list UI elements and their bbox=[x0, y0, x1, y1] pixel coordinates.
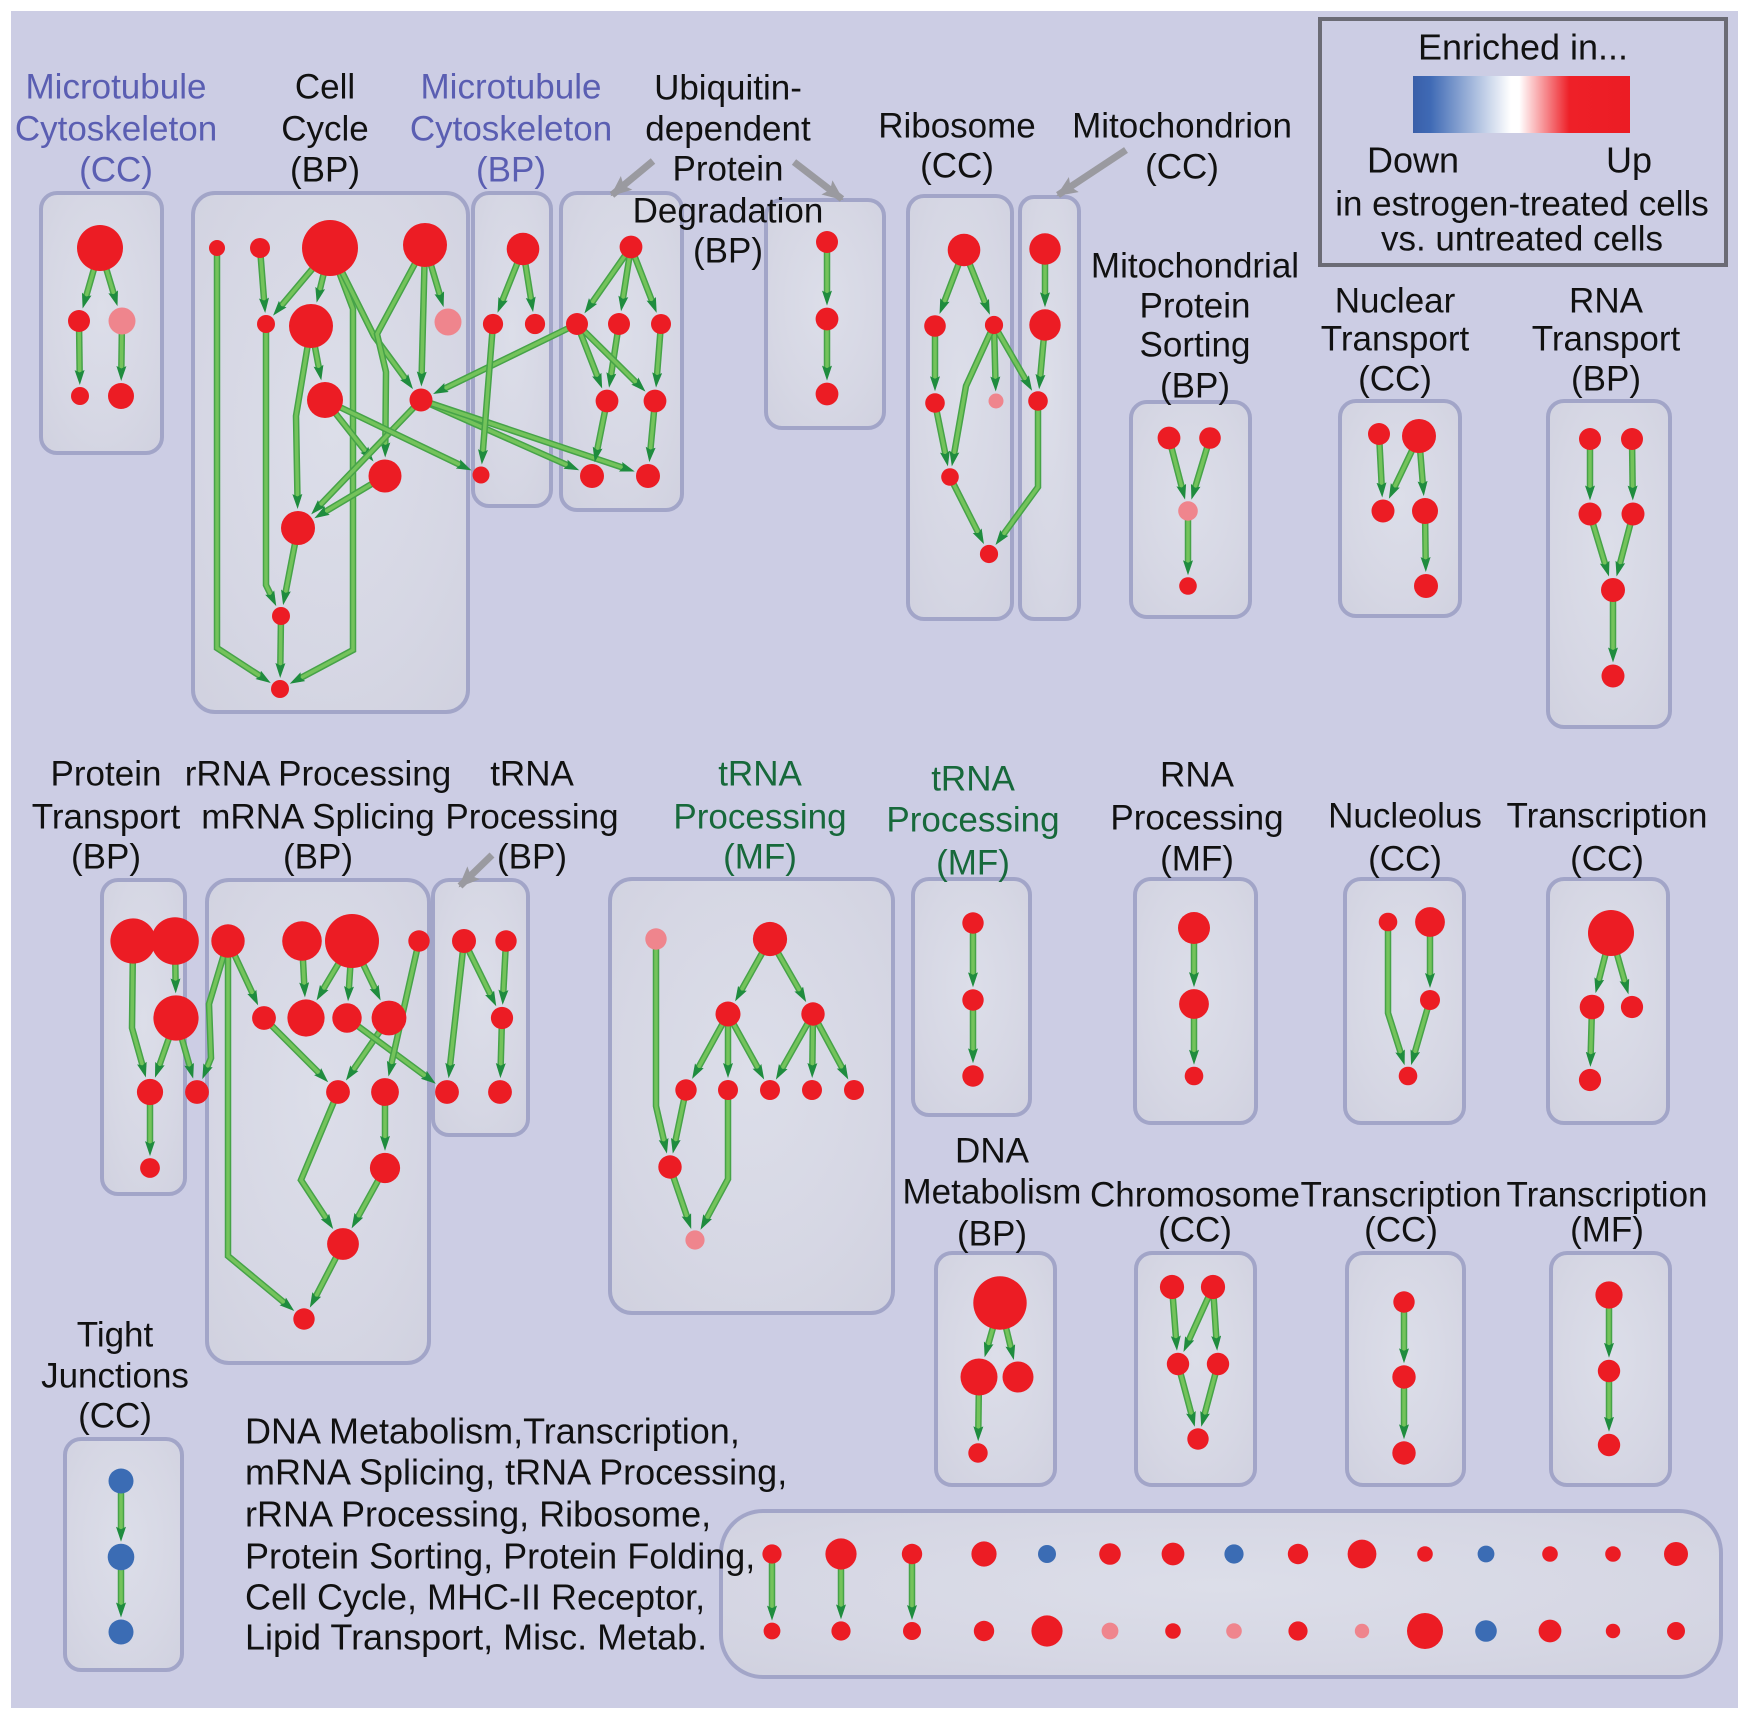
svg-text:(CC): (CC) bbox=[1145, 148, 1219, 187]
svg-text:rRNA Processing, Ribosome,: rRNA Processing, Ribosome, bbox=[245, 1494, 711, 1535]
svg-text:in estrogen-treated cells: in estrogen-treated cells bbox=[1335, 185, 1709, 224]
svg-text:Tight: Tight bbox=[77, 1316, 154, 1355]
svg-text:(BP): (BP) bbox=[71, 838, 141, 877]
svg-text:Cycle: Cycle bbox=[281, 110, 369, 149]
svg-text:(CC): (CC) bbox=[920, 147, 994, 186]
svg-text:(MF): (MF) bbox=[936, 844, 1010, 883]
svg-text:Processing: Processing bbox=[673, 798, 846, 837]
svg-text:Transport: Transport bbox=[1321, 320, 1470, 359]
svg-text:tRNA: tRNA bbox=[490, 755, 574, 794]
svg-text:Mitochondrial: Mitochondrial bbox=[1091, 247, 1299, 286]
svg-text:(CC): (CC) bbox=[1364, 1211, 1438, 1250]
svg-text:Ribosome: Ribosome bbox=[878, 107, 1036, 146]
svg-text:(MF): (MF) bbox=[1570, 1211, 1644, 1250]
svg-text:(BP): (BP) bbox=[497, 838, 567, 877]
svg-text:(BP): (BP) bbox=[290, 151, 360, 190]
svg-text:(BP): (BP) bbox=[283, 838, 353, 877]
svg-text:(BP): (BP) bbox=[1160, 367, 1230, 406]
svg-text:Microtubule: Microtubule bbox=[421, 68, 602, 107]
svg-text:Lipid Transport, Misc. Metab.: Lipid Transport, Misc. Metab. bbox=[245, 1617, 707, 1658]
svg-text:tRNA: tRNA bbox=[931, 760, 1015, 799]
svg-text:vs. untreated cells: vs. untreated cells bbox=[1381, 220, 1663, 259]
svg-text:(CC): (CC) bbox=[1368, 840, 1442, 879]
svg-text:Cell: Cell bbox=[295, 68, 355, 107]
svg-text:(BP): (BP) bbox=[476, 151, 546, 190]
svg-text:Cytoskeleton: Cytoskeleton bbox=[15, 110, 217, 149]
svg-text:(CC): (CC) bbox=[1570, 840, 1644, 879]
svg-text:Nucleolus: Nucleolus bbox=[1328, 797, 1482, 836]
svg-text:(BP): (BP) bbox=[693, 232, 763, 271]
svg-text:Chromosome: Chromosome bbox=[1090, 1176, 1300, 1215]
svg-text:Junctions: Junctions bbox=[41, 1357, 189, 1396]
svg-text:Processing: Processing bbox=[886, 801, 1059, 840]
svg-text:Down: Down bbox=[1367, 140, 1459, 181]
svg-text:Sorting: Sorting bbox=[1140, 326, 1251, 365]
svg-text:Protein: Protein bbox=[1140, 287, 1251, 326]
svg-text:Ubiquitin-: Ubiquitin- bbox=[654, 69, 802, 108]
svg-text:(CC): (CC) bbox=[78, 1397, 152, 1436]
svg-text:Transport: Transport bbox=[1532, 320, 1681, 359]
svg-text:tRNA: tRNA bbox=[718, 755, 802, 794]
svg-text:Transcription: Transcription bbox=[1507, 797, 1708, 836]
svg-text:mRNA Splicing, tRNA Processing: mRNA Splicing, tRNA Processing, bbox=[245, 1452, 787, 1493]
svg-text:(CC): (CC) bbox=[79, 151, 153, 190]
svg-text:Protein: Protein bbox=[673, 150, 784, 189]
svg-text:(BP): (BP) bbox=[1571, 360, 1641, 399]
svg-text:Transcription: Transcription bbox=[1301, 1176, 1502, 1215]
svg-text:Cell Cycle, MHC-II Receptor,: Cell Cycle, MHC-II Receptor, bbox=[245, 1577, 705, 1618]
svg-text:Transport: Transport bbox=[32, 798, 181, 837]
svg-text:DNA: DNA bbox=[955, 1132, 1030, 1171]
svg-text:mRNA Splicing: mRNA Splicing bbox=[201, 798, 434, 837]
svg-text:Up: Up bbox=[1606, 140, 1652, 181]
svg-text:Protein: Protein bbox=[51, 755, 162, 794]
svg-text:Degradation: Degradation bbox=[633, 192, 824, 231]
svg-text:(MF): (MF) bbox=[723, 838, 797, 877]
svg-text:Processing: Processing bbox=[1110, 799, 1283, 838]
svg-text:rRNA Processing: rRNA Processing bbox=[185, 755, 451, 794]
svg-text:Mitochondrion: Mitochondrion bbox=[1072, 107, 1292, 146]
svg-text:Metabolism: Metabolism bbox=[903, 1173, 1082, 1212]
svg-text:Transcription: Transcription bbox=[1507, 1176, 1708, 1215]
svg-text:Enriched in...: Enriched in... bbox=[1418, 27, 1628, 68]
svg-text:(CC): (CC) bbox=[1358, 360, 1432, 399]
svg-text:Cytoskeleton: Cytoskeleton bbox=[410, 110, 612, 149]
svg-text:Processing: Processing bbox=[445, 798, 618, 837]
svg-text:DNA Metabolism,Transcription,: DNA Metabolism,Transcription, bbox=[245, 1411, 740, 1452]
svg-text:(CC): (CC) bbox=[1158, 1211, 1232, 1250]
svg-text:(MF): (MF) bbox=[1160, 840, 1234, 879]
svg-text:Microtubule: Microtubule bbox=[26, 68, 207, 107]
svg-text:Nuclear: Nuclear bbox=[1335, 282, 1456, 321]
svg-text:RNA: RNA bbox=[1569, 282, 1644, 321]
svg-text:RNA: RNA bbox=[1160, 756, 1235, 795]
svg-text:(BP): (BP) bbox=[957, 1215, 1027, 1254]
svg-text:Protein Sorting, Protein Foldi: Protein Sorting, Protein Folding, bbox=[245, 1536, 755, 1577]
svg-text:dependent: dependent bbox=[645, 110, 811, 149]
